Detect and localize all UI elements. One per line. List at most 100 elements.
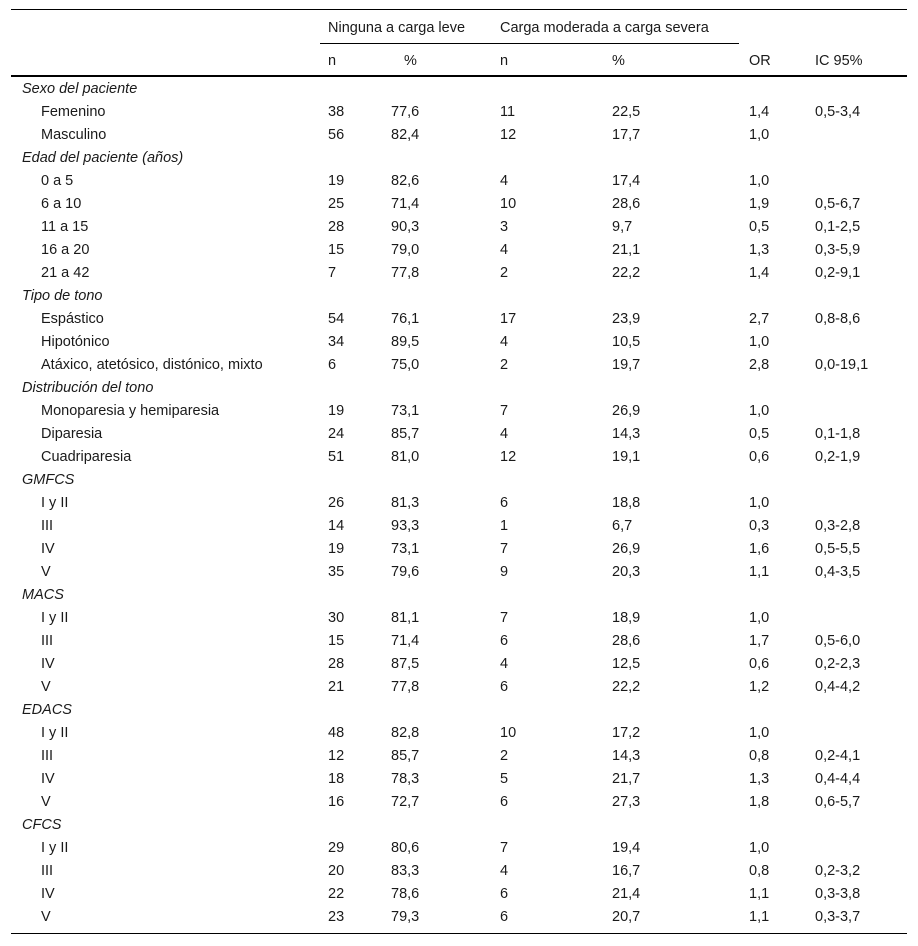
cell-pct-severe: 22,2 xyxy=(612,265,641,281)
cell-n-severe: 10 xyxy=(500,725,517,741)
cell-ci: 0,0-19,1 xyxy=(815,357,869,373)
cell-n-mild: 26 xyxy=(328,495,345,511)
cell-pct-severe: 20,7 xyxy=(612,909,641,925)
cell-or: 1,6 xyxy=(749,541,770,557)
col-header-n-mild: n xyxy=(328,53,337,69)
cell-n-mild: 12 xyxy=(328,748,345,764)
cell-n-severe: 17 xyxy=(500,311,517,327)
cell-label: I y II xyxy=(41,495,69,511)
cell-n-severe: 6 xyxy=(500,679,509,695)
group-rule-severe xyxy=(492,43,739,44)
table-row: Espástico 54 76,1 17 23,9 2,7 0,8-8,6 xyxy=(11,309,907,332)
cell-n-severe: 2 xyxy=(500,357,509,373)
table-row: I y II 30 81,1 7 18,9 1,0 xyxy=(11,608,907,631)
cell-ci: 0,1-1,8 xyxy=(815,426,861,442)
bottom-rule xyxy=(11,933,907,934)
cell-label: V xyxy=(41,794,51,810)
cell-label: Masculino xyxy=(41,127,107,143)
cell-ci: 0,1-2,5 xyxy=(815,219,861,235)
cell-n-mild: 18 xyxy=(328,771,345,787)
cell-label: I y II xyxy=(41,610,69,626)
table-row: III 20 83,3 4 16,7 0,8 0,2-3,2 xyxy=(11,861,907,884)
cell-n-severe: 6 xyxy=(500,633,509,649)
cell-n-mild: 28 xyxy=(328,656,345,672)
cell-ci: 0,2-4,1 xyxy=(815,748,861,764)
cell-pct-severe: 28,6 xyxy=(612,196,641,212)
cell-pct-severe: 19,7 xyxy=(612,357,641,373)
cell-pct-mild: 79,3 xyxy=(391,909,420,925)
cell-ci: 0,2-3,2 xyxy=(815,863,861,879)
cell-n-severe: 6 xyxy=(500,909,509,925)
cell-pct-mild: 77,8 xyxy=(391,679,420,695)
cell-label: Diparesia xyxy=(41,426,103,442)
cell-label: 6 a 10 xyxy=(41,196,82,212)
cell-ci: 0,4-3,5 xyxy=(815,564,861,580)
cell-n-severe: 4 xyxy=(500,426,509,442)
cell-label: III xyxy=(41,518,54,534)
table-row: V 23 79,3 6 20,7 1,1 0,3-3,7 xyxy=(11,907,907,930)
cell-or: 2,7 xyxy=(749,311,770,327)
cell-label: Atáxico, atetósico, distónico, mixto xyxy=(41,357,263,373)
cell-or: 1,1 xyxy=(749,909,770,925)
cell-ci: 0,2-1,9 xyxy=(815,449,861,465)
cell-ci: 0,5-5,5 xyxy=(815,541,861,557)
cell-label: Hipotónico xyxy=(41,334,110,350)
cell-pct-severe: 17,7 xyxy=(612,127,641,143)
section-title: MACS xyxy=(22,587,64,603)
table-row: 11 a 15 28 90,3 3 9,7 0,5 0,1-2,5 xyxy=(11,217,907,240)
table-row: 21 a 42 7 77,8 2 22,2 1,4 0,2-9,1 xyxy=(11,263,907,286)
cell-pct-mild: 82,8 xyxy=(391,725,420,741)
cell-or: 1,1 xyxy=(749,564,770,580)
table-row: IV 28 87,5 4 12,5 0,6 0,2-2,3 xyxy=(11,654,907,677)
cell-n-mild: 21 xyxy=(328,679,345,695)
table-row: 6 a 10 25 71,4 10 28,6 1,9 0,5-6,7 xyxy=(11,194,907,217)
top-rule xyxy=(11,9,907,10)
cell-n-severe: 10 xyxy=(500,196,517,212)
cell-n-severe: 5 xyxy=(500,771,509,787)
cell-n-severe: 12 xyxy=(500,127,517,143)
col-header-ci: IC 95% xyxy=(815,53,863,69)
cell-pct-severe: 9,7 xyxy=(612,219,633,235)
cell-or: 1,0 xyxy=(749,334,770,350)
col-header-pct-severe: % xyxy=(612,53,625,69)
cell-ci: 0,3-3,7 xyxy=(815,909,861,925)
cell-pct-mild: 75,0 xyxy=(391,357,420,373)
cell-pct-severe: 10,5 xyxy=(612,334,641,350)
table-row: III 15 71,4 6 28,6 1,7 0,5-6,0 xyxy=(11,631,907,654)
cell-n-severe: 4 xyxy=(500,334,509,350)
cell-pct-severe: 18,8 xyxy=(612,495,641,511)
cell-n-mild: 7 xyxy=(328,265,337,281)
cell-label: I y II xyxy=(41,840,69,856)
cell-pct-mild: 80,6 xyxy=(391,840,420,856)
cell-pct-severe: 22,5 xyxy=(612,104,641,120)
cell-pct-mild: 77,8 xyxy=(391,265,420,281)
cell-n-mild: 48 xyxy=(328,725,345,741)
cell-n-severe: 4 xyxy=(500,242,509,258)
cell-pct-severe: 26,9 xyxy=(612,541,641,557)
table-row: I y II 48 82,8 10 17,2 1,0 xyxy=(11,723,907,746)
cell-or: 1,0 xyxy=(749,127,770,143)
cell-ci: 0,5-6,0 xyxy=(815,633,861,649)
cell-label: I y II xyxy=(41,725,69,741)
cell-ci: 0,5-3,4 xyxy=(815,104,861,120)
section-title: Tipo de tono xyxy=(22,288,103,304)
table-row: Hipotónico 34 89,5 4 10,5 1,0 xyxy=(11,332,907,355)
table-row: Atáxico, atetósico, distónico, mixto 6 75,… xyxy=(11,355,907,378)
cell-n-mild: 28 xyxy=(328,219,345,235)
cell-pct-severe: 28,6 xyxy=(612,633,641,649)
cell-label: Espástico xyxy=(41,311,104,327)
table-row: III 14 93,3 1 6,7 0,3 0,3-2,8 xyxy=(11,516,907,539)
cell-n-severe: 7 xyxy=(500,403,509,419)
cell-or: 0,5 xyxy=(749,426,770,442)
cell-ci: 0,5-6,7 xyxy=(815,196,861,212)
cell-pct-mild: 78,6 xyxy=(391,886,420,902)
cell-or: 1,3 xyxy=(749,242,770,258)
cell-or: 1,1 xyxy=(749,886,770,902)
cell-pct-mild: 79,0 xyxy=(391,242,420,258)
cell-pct-mild: 93,3 xyxy=(391,518,420,534)
cell-pct-severe: 19,4 xyxy=(612,840,641,856)
cell-label: 0 a 5 xyxy=(41,173,74,189)
cell-or: 0,3 xyxy=(749,518,770,534)
cell-n-mild: 19 xyxy=(328,541,345,557)
cell-n-severe: 12 xyxy=(500,449,517,465)
